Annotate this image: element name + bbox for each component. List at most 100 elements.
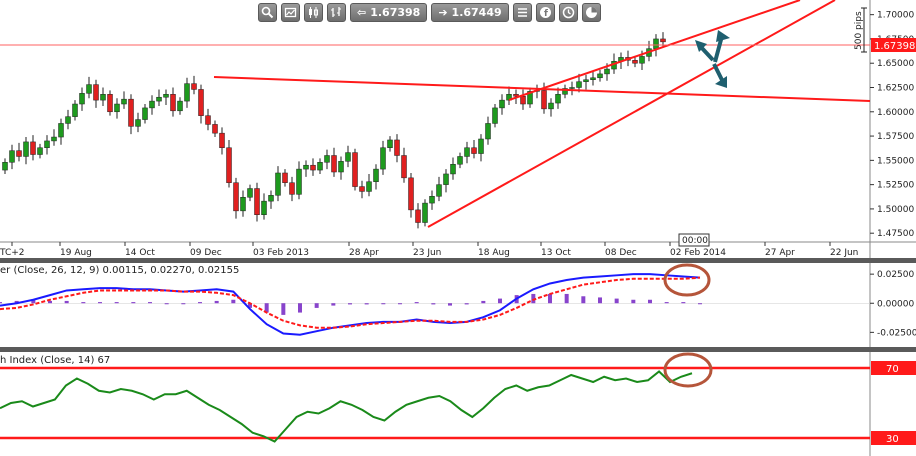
candle-body	[23, 141, 29, 157]
candle-body	[562, 88, 568, 95]
candle	[359, 180, 365, 199]
pips-label: 500 pips	[854, 11, 864, 50]
candle	[170, 87, 176, 117]
candle-body	[114, 103, 120, 113]
candle-body	[527, 91, 533, 105]
candle-body	[156, 96, 162, 102]
candle	[254, 182, 260, 222]
bid-price: 1.67398	[370, 5, 421, 19]
candle-body	[457, 156, 463, 165]
candle	[408, 172, 414, 218]
candle-body	[275, 172, 281, 196]
candle-body	[583, 79, 589, 82]
candle-body	[198, 89, 204, 116]
candle-body	[408, 177, 414, 211]
candle	[184, 77, 190, 108]
candle-body	[184, 83, 190, 102]
candle-body	[310, 164, 316, 171]
time-axis: TC+2 19 Aug 14 Oct 09 Dec 03 Feb 2013 28 Apr 2…	[0, 242, 858, 258]
candle	[219, 127, 225, 155]
candle-body	[191, 83, 197, 90]
candle	[233, 177, 239, 219]
candle	[58, 118, 64, 145]
ask-price: 1.67449	[451, 5, 502, 19]
signal-line	[0, 276, 701, 329]
candle-body	[450, 163, 456, 175]
zoom-icon[interactable]	[258, 2, 277, 22]
candle	[296, 161, 302, 200]
candle	[436, 176, 442, 202]
candle	[198, 84, 204, 124]
candle	[205, 108, 211, 131]
ask-price-button[interactable]: ➔ 1.67449	[431, 2, 509, 22]
candle-body	[639, 56, 645, 64]
macd-histogram-bar	[681, 302, 686, 304]
wedge-upper-trendline[interactable]	[508, 0, 801, 101]
macd-histogram-bar	[348, 303, 352, 305]
current-price-tag: 1.67398	[871, 38, 916, 52]
candle-body	[394, 139, 400, 156]
candle	[282, 169, 288, 187]
chart-settings-icon[interactable]	[281, 2, 300, 22]
candle	[373, 164, 379, 190]
candle-body	[359, 186, 365, 192]
bid-price-button[interactable]: ⇦ 1.67398	[350, 2, 428, 22]
candle-body	[212, 124, 218, 134]
time-marker-text: 00:00	[682, 236, 708, 246]
macd-histogram-bar	[64, 300, 69, 304]
macd-histogram-bar	[498, 298, 502, 304]
candle	[345, 145, 351, 168]
candle-body	[492, 107, 498, 124]
candle-body	[2, 162, 8, 171]
time-tick-label: 09 Dec	[190, 248, 222, 258]
candle-body	[422, 202, 428, 223]
candle-body	[436, 184, 442, 197]
candle	[394, 134, 400, 163]
price-tick-label: 1.62500	[877, 84, 914, 94]
candle-body	[233, 182, 239, 212]
macd-histogram-bar	[231, 299, 236, 304]
macd-histogram-bar	[164, 303, 169, 305]
candle-body	[219, 132, 225, 148]
macd-axis: 0.02500 0.00000 -0.02500	[0, 270, 916, 338]
list-icon[interactable]	[512, 2, 532, 22]
candle-body	[86, 84, 92, 94]
candle	[79, 87, 85, 111]
time-marker: 00:00	[678, 233, 710, 247]
candle	[548, 98, 554, 117]
candle-body	[660, 38, 666, 43]
candle	[457, 152, 463, 169]
wedge-lower-trendline[interactable]	[427, 0, 836, 228]
macd-histogram-bar	[464, 303, 469, 305]
current-price-text: 1.67398	[874, 41, 915, 52]
candle-body	[324, 155, 330, 163]
candle-body	[93, 84, 99, 101]
time-tick-label: 28 Apr	[349, 248, 379, 258]
candle-body	[303, 164, 309, 170]
candle	[471, 139, 477, 159]
candle-body	[366, 181, 372, 192]
candle-body	[16, 150, 22, 157]
candle-body	[576, 81, 582, 88]
candle-body	[163, 94, 169, 98]
candle	[142, 104, 148, 124]
macd-label: er (Close, 26, 12, 9) 0.00115, 0.02270, …	[0, 265, 239, 276]
macd-histogram-bar	[331, 303, 336, 306]
bar-type-icon[interactable]	[327, 2, 346, 22]
candle	[555, 87, 561, 109]
macd-histogram-bar	[648, 299, 652, 304]
facebook-icon[interactable]: f	[535, 2, 555, 22]
candle	[380, 140, 386, 175]
clock-icon[interactable]	[558, 2, 578, 22]
chart-type-icon[interactable]	[581, 2, 601, 22]
candle-body	[506, 94, 512, 101]
macd-histogram-bar	[264, 303, 269, 313]
candle	[226, 139, 232, 188]
candle	[317, 158, 323, 174]
candlestick-icon[interactable]	[304, 2, 323, 22]
candle	[177, 97, 183, 115]
time-tick-label: 02 Feb 2014	[670, 248, 726, 258]
macd-histogram-bar	[664, 302, 669, 304]
candle	[569, 81, 575, 96]
candle	[247, 184, 253, 202]
